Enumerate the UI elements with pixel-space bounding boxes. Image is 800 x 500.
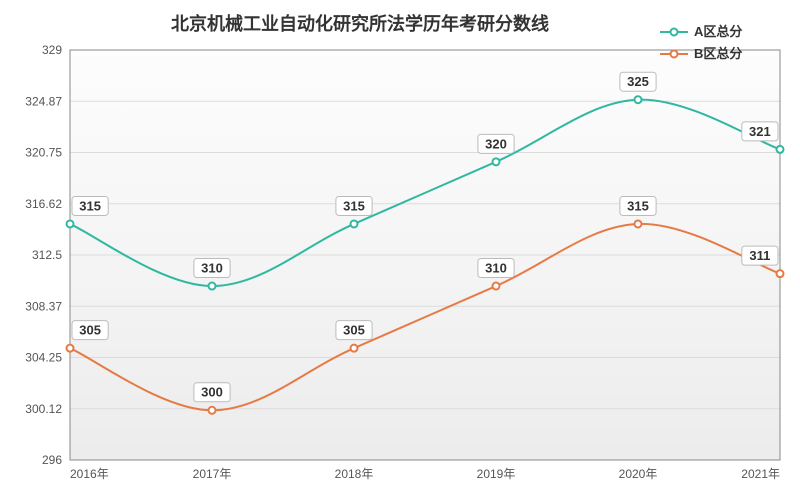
data-label-text: 320	[485, 136, 507, 151]
x-tick-label: 2021年	[741, 467, 780, 481]
data-label-text: 321	[749, 124, 771, 139]
data-label-text: 315	[343, 198, 365, 213]
legend-marker	[671, 51, 678, 58]
series-marker	[67, 345, 74, 352]
y-tick-label: 296	[42, 453, 62, 467]
series-marker	[209, 283, 216, 290]
series-marker	[209, 407, 216, 414]
series-marker	[777, 270, 784, 277]
chart-container: 296 300.12 304.25 308.37 312.5 316.62 320.75 32…	[0, 0, 800, 500]
data-label-text: 325	[627, 74, 649, 89]
data-label-text: 305	[79, 323, 101, 338]
series-marker	[493, 158, 500, 165]
data-label-text: 315	[627, 198, 649, 213]
series-marker	[777, 146, 784, 153]
data-label-text: 305	[343, 323, 365, 338]
y-tick-label: 304.25	[25, 351, 62, 365]
data-label-text: 300	[201, 385, 223, 400]
x-tick-label: 2020年	[619, 467, 658, 481]
y-tick-label: 329	[42, 43, 62, 57]
legend-label: B区总分	[694, 46, 742, 61]
legend-label: A区总分	[694, 24, 742, 39]
legend-marker	[671, 29, 678, 36]
series-marker	[67, 220, 74, 227]
data-label-text: 310	[485, 260, 507, 275]
y-tick-label: 300.12	[25, 402, 62, 416]
series-marker	[493, 283, 500, 290]
y-tick-label: 308.37	[25, 299, 62, 313]
y-tick-label: 324.87	[25, 94, 62, 108]
series-marker	[635, 220, 642, 227]
data-label-text: 315	[79, 198, 101, 213]
x-tick-label: 2016年	[70, 467, 109, 481]
line-chart-svg: 296 300.12 304.25 308.37 312.5 316.62 320.75 32…	[0, 0, 800, 500]
x-tick-label: 2017年	[193, 467, 232, 481]
chart-title: 北京机械工业自动化研究所法学历年考研分数线	[171, 13, 549, 34]
series-marker	[351, 345, 358, 352]
series-marker	[635, 96, 642, 103]
y-tick-label: 316.62	[25, 197, 62, 211]
x-tick-label: 2018年	[335, 467, 374, 481]
data-label-text: 311	[749, 248, 770, 263]
series-marker	[351, 220, 358, 227]
y-tick-label: 312.5	[32, 248, 62, 262]
x-tick-label: 2019年	[477, 467, 516, 481]
data-label-text: 310	[201, 260, 223, 275]
y-tick-label: 320.75	[25, 146, 62, 160]
